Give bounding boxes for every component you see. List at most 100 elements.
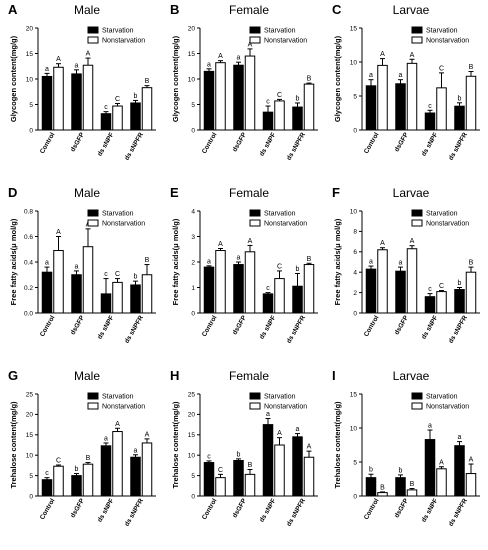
bar-starvation xyxy=(424,112,436,131)
y-tick-label: 1 xyxy=(191,285,195,292)
legend-swatch-nonstarvation xyxy=(249,219,261,227)
y-tick-label: 4 xyxy=(353,270,357,277)
x-category-label: ds sNPF xyxy=(420,314,439,340)
legend-swatch-nonstarvation xyxy=(411,402,423,410)
panel-letter: F xyxy=(332,185,340,200)
y-tick-label: 0 xyxy=(29,493,33,500)
legend-swatch-starvation xyxy=(87,26,99,34)
bar-starvation xyxy=(203,70,215,131)
panel-letter: C xyxy=(332,2,342,17)
x-category-label: dsGFP xyxy=(69,497,86,519)
significance-letter: B xyxy=(469,64,474,71)
bar-nonstarvation xyxy=(303,456,315,497)
x-category-label: ds sNPF xyxy=(258,314,277,340)
y-tick-label: 25 xyxy=(26,391,34,398)
bar-starvation xyxy=(41,479,53,497)
bar-nonstarvation xyxy=(141,274,153,314)
bar-nonstarvation xyxy=(244,55,256,131)
significance-letter: C xyxy=(277,92,282,99)
legend-swatch-starvation xyxy=(411,209,423,217)
legend-label: Starvation xyxy=(264,211,296,218)
y-tick-label: 0 xyxy=(191,127,195,134)
legend-label: Nonstarvation xyxy=(264,221,307,228)
y-axis-title: Glycogen content(mg/g) xyxy=(9,35,18,122)
y-tick-label: 5 xyxy=(353,93,357,100)
y-axis-title: Trehalose content(mg/g) xyxy=(333,401,342,489)
y-tick-label: 0 xyxy=(191,493,195,500)
bar-nonstarvation xyxy=(377,64,388,131)
bar-nonstarvation xyxy=(377,492,388,497)
significance-letter: b xyxy=(296,266,300,273)
x-category-label: Control xyxy=(363,497,381,521)
y-axis-title: Glycogen content(mg/g) xyxy=(171,35,180,122)
y-tick-label: 3 xyxy=(191,234,195,241)
bar-nonstarvation xyxy=(215,250,226,314)
bar-starvation xyxy=(41,75,53,131)
legend-swatch-nonstarvation xyxy=(87,219,99,227)
y-tick-label: 0.4 xyxy=(24,259,33,266)
panel-title: Male xyxy=(74,3,100,17)
legend-label: Starvation xyxy=(264,394,296,401)
significance-letter: a xyxy=(369,259,373,266)
bar-starvation xyxy=(424,296,436,314)
bar-nonstarvation xyxy=(215,62,226,131)
panel-letter: E xyxy=(170,185,179,200)
significance-letter: B xyxy=(248,462,253,469)
bar-nonstarvation xyxy=(141,442,153,497)
bar-nonstarvation xyxy=(303,264,315,314)
panel-title: Larvae xyxy=(393,369,430,383)
legend-label: Starvation xyxy=(102,394,134,401)
x-category-label: dsGFP xyxy=(69,314,86,336)
panel-title: Female xyxy=(229,369,269,383)
legend-swatch-starvation xyxy=(87,209,99,217)
significance-letter: C xyxy=(439,283,444,290)
legend-swatch-nonstarvation xyxy=(249,36,261,44)
bar-starvation xyxy=(233,64,244,131)
legend-swatch-nonstarvation xyxy=(411,219,423,227)
significance-letter: a xyxy=(369,72,373,79)
bar-starvation xyxy=(454,105,465,131)
y-tick-label: 15 xyxy=(188,51,196,58)
significance-letter: b xyxy=(399,467,403,474)
significance-letter: b xyxy=(75,466,79,473)
y-axis-title: Free fatty acids(μ mol/g) xyxy=(9,218,18,305)
bar-nonstarvation xyxy=(465,75,477,131)
x-category-label: dsGFP xyxy=(393,497,410,519)
legend-swatch-starvation xyxy=(249,392,261,400)
y-tick-label: 15 xyxy=(188,432,196,439)
legend-swatch-starvation xyxy=(411,392,423,400)
bar-starvation xyxy=(100,293,112,314)
bar-nonstarvation xyxy=(274,278,285,314)
bar-starvation xyxy=(454,289,465,314)
bar-nonstarvation xyxy=(82,463,94,497)
x-category-label: Control xyxy=(363,131,381,155)
bar-nonstarvation xyxy=(436,291,447,314)
panel-title: Female xyxy=(229,186,269,200)
bar-nonstarvation xyxy=(112,431,123,497)
legend-label: Nonstarvation xyxy=(264,404,307,411)
significance-letter: A xyxy=(380,51,385,58)
significance-letter: c xyxy=(266,285,270,292)
y-tick-label: 0 xyxy=(353,127,357,134)
y-tick-label: 15 xyxy=(26,432,34,439)
bar-nonstarvation xyxy=(436,468,447,497)
significance-letter: b xyxy=(369,467,373,474)
significance-letter: a xyxy=(237,55,241,62)
legend-label: Starvation xyxy=(426,211,458,218)
y-tick-label: 10 xyxy=(350,59,358,66)
x-category-label: ds sNPFR xyxy=(286,131,308,161)
panel-title: Male xyxy=(74,186,100,200)
significance-letter: B xyxy=(86,455,91,462)
significance-letter: C xyxy=(56,457,61,464)
y-tick-label: 15 xyxy=(350,391,358,398)
significance-letter: a xyxy=(207,61,211,68)
bar-starvation xyxy=(262,111,274,131)
bar-nonstarvation xyxy=(82,246,94,314)
panel-letter: D xyxy=(8,185,17,200)
panel-letter: G xyxy=(8,368,18,383)
bar-starvation xyxy=(100,113,112,131)
significance-letter: B xyxy=(469,260,474,267)
legend-label: Nonstarvation xyxy=(426,38,469,45)
y-tick-label: 6 xyxy=(353,249,357,256)
significance-letter: B xyxy=(307,76,312,83)
